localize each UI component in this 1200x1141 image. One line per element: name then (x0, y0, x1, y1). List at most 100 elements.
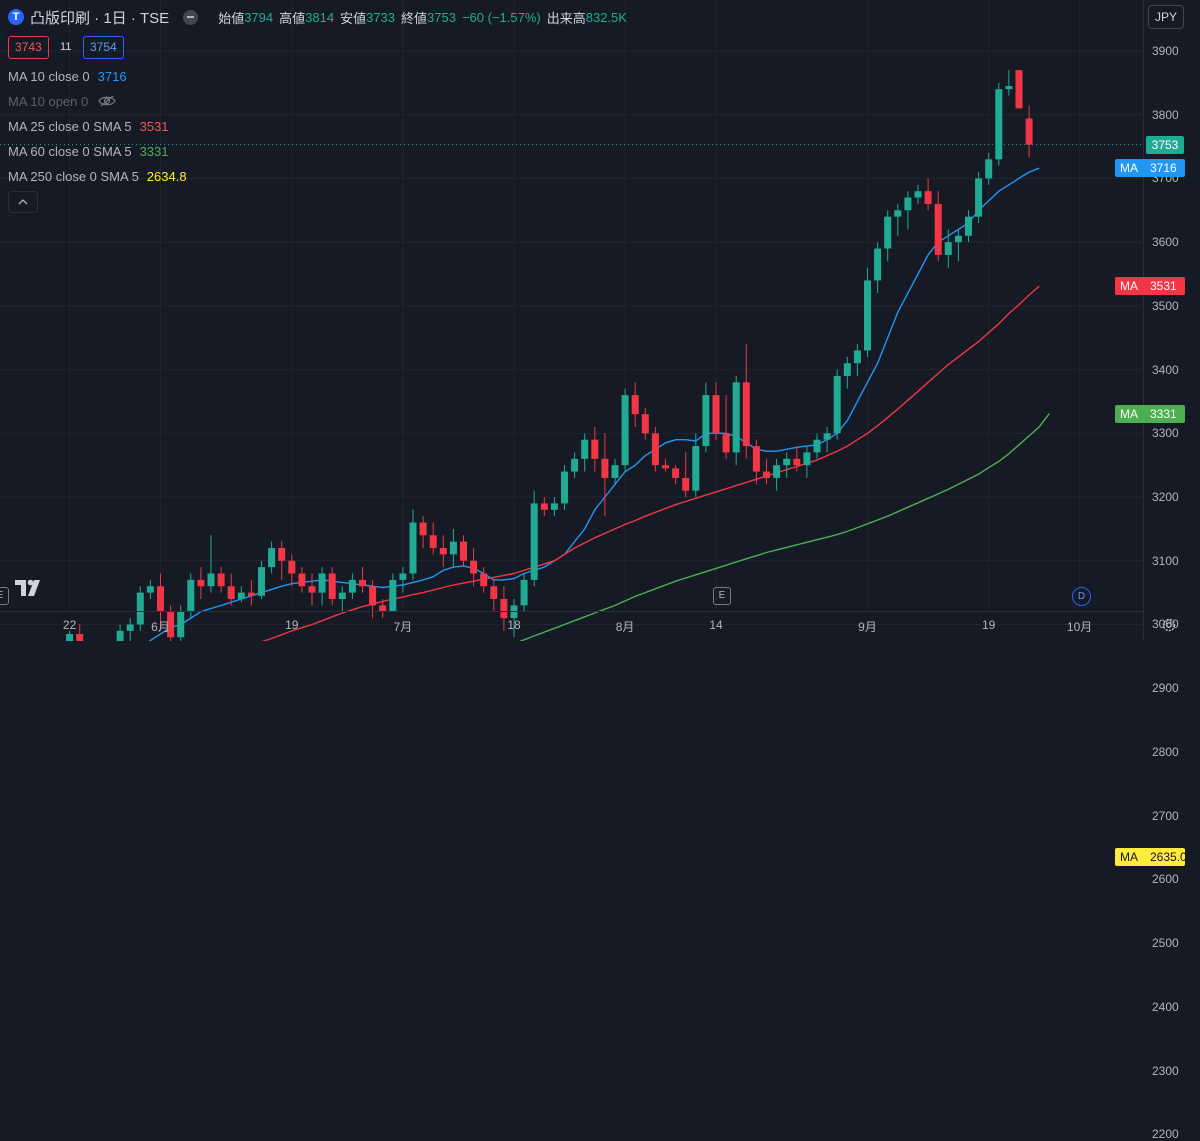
candle-body (631, 395, 639, 415)
change-value: −60 (−1.57%) (461, 9, 541, 25)
y-tick-label: 3400 (1152, 362, 1179, 377)
candle-body (641, 414, 649, 434)
hidden-eye-icon[interactable] (98, 94, 116, 108)
candle-body (146, 586, 154, 593)
candle-body (581, 439, 589, 459)
indicator-ma25[interactable]: MA 25 close 0 SMA 5 3531 (8, 117, 169, 135)
candle-body (439, 548, 447, 555)
dividend-marker[interactable]: D (1072, 587, 1091, 606)
symbol-title[interactable]: 凸版印刷 · 1日 · TSE (30, 9, 170, 27)
x-tick-label: 6月 (151, 620, 170, 634)
candle-body (308, 586, 316, 593)
candle-body (268, 548, 276, 568)
y-tick-label: 3200 (1152, 490, 1179, 505)
indicator-ma250[interactable]: MA 250 close 0 SMA 5 2634.8 (8, 167, 187, 185)
candle-body (348, 579, 356, 593)
candle-body (298, 573, 306, 587)
settings-gear-icon[interactable] (1160, 616, 1178, 634)
ma10-price-tag: MA 3716 (1115, 159, 1185, 178)
tag-value: 2635.0 (1150, 850, 1187, 865)
open-value: 3794 (244, 9, 274, 25)
collapse-legend-icon[interactable] (183, 9, 199, 25)
currency-button[interactable]: JPY (1148, 5, 1184, 29)
candle-body (460, 541, 467, 561)
earnings-marker-edge[interactable]: E (0, 587, 9, 605)
candle-body (157, 586, 164, 612)
candle-body (783, 458, 791, 466)
ma60-price-tag: MA 3331 (1115, 404, 1185, 423)
x-tick-label: 19 (285, 618, 299, 632)
candle-body (338, 592, 346, 599)
low-label: 安値 (340, 10, 367, 26)
y-tick-label: 2800 (1152, 744, 1179, 759)
y-tick-label: 2900 (1152, 681, 1179, 696)
ma25-price-tag: MA 3531 (1115, 277, 1185, 296)
close-value: 3753 (427, 9, 456, 25)
chart-canvas[interactable] (0, 0, 1200, 641)
y-tick-label: 2600 (1152, 872, 1179, 887)
candle-body (732, 382, 740, 453)
tag-key: MA (1120, 161, 1138, 176)
spread-value: 11 (60, 41, 72, 53)
candle-body (207, 573, 215, 587)
x-tick-label: 9月 (858, 620, 877, 634)
candle-body (187, 579, 195, 612)
tag-value: 3531 (1150, 279, 1177, 294)
indicator-ma10-open[interactable]: MA 10 open 0 (8, 92, 116, 110)
candle-body (389, 579, 397, 612)
indicator-label: MA 60 close 0 SMA 5 (8, 143, 132, 159)
candle-body (490, 586, 498, 599)
collapse-indicators-button[interactable] (8, 191, 38, 213)
candle-body (682, 477, 690, 491)
candle-body (823, 433, 831, 440)
candle-body (217, 573, 225, 587)
candle-body (722, 433, 730, 453)
indicator-value: 3331 (139, 143, 169, 159)
candle-body (76, 634, 84, 641)
volume-label: 出来高 (546, 10, 586, 26)
y-tick-label: 3800 (1152, 107, 1179, 122)
chevron-up-icon (18, 199, 28, 205)
candle-body (449, 541, 457, 555)
candle-body (550, 503, 558, 510)
time-axis-divider (0, 611, 1143, 612)
candle-body (359, 579, 366, 587)
candle-body (399, 573, 407, 580)
indicator-label: MA 250 close 0 SMA 5 (8, 168, 139, 184)
tag-key: MA (1120, 279, 1138, 294)
tag-value: 3331 (1150, 406, 1177, 421)
ma-line (518, 413, 1050, 641)
high-label: 高値 (279, 10, 306, 26)
candle-body (843, 363, 851, 376)
sell-button[interactable]: 3743 (8, 36, 49, 59)
candle-body (379, 605, 387, 612)
x-tick-label: 7月 (393, 620, 413, 634)
earnings-marker[interactable]: E (713, 587, 731, 605)
x-tick-label: 18 (507, 618, 521, 632)
candle-body (884, 216, 892, 249)
candle-body (692, 446, 700, 491)
high-value: 3814 (305, 9, 335, 25)
y-tick-label: 3500 (1152, 298, 1179, 313)
buy-button[interactable]: 3754 (83, 36, 124, 59)
candle-body (480, 573, 488, 587)
candle-body (742, 382, 750, 447)
candle-body (520, 579, 528, 606)
y-tick-label: 2400 (1152, 999, 1179, 1014)
candle-body (227, 586, 235, 599)
tradingview-logo-icon[interactable] (14, 577, 46, 599)
indicator-ma60[interactable]: MA 60 close 0 SMA 5 3331 (8, 142, 169, 160)
y-tick-label: 2700 (1152, 808, 1179, 823)
candle-body (1025, 118, 1033, 145)
candle-body (965, 216, 972, 236)
price-axis-divider (1143, 0, 1144, 641)
candle-body (470, 560, 478, 574)
indicator-ma10-close[interactable]: MA 10 close 0 3716 (8, 67, 127, 85)
candle-body (66, 634, 74, 641)
symbol-logo-icon: T (8, 9, 24, 25)
candle-body (419, 522, 427, 536)
candle-body (247, 592, 255, 596)
y-tick-label: 3600 (1152, 235, 1179, 250)
candle-body (177, 611, 185, 638)
x-tick-label: 8月 (615, 620, 635, 634)
